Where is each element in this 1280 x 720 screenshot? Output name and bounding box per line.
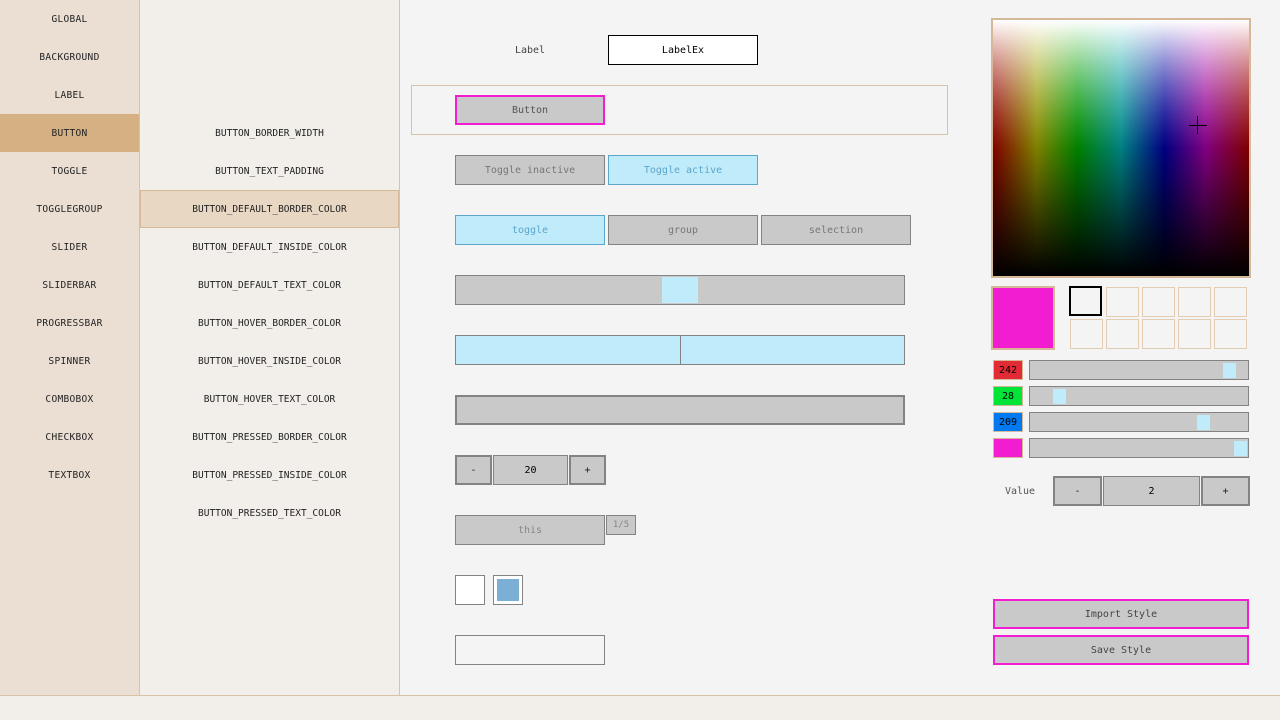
color-swatch[interactable] xyxy=(1069,286,1102,316)
property-item[interactable]: BUTTON_HOVER_INSIDE_COLOR xyxy=(198,355,341,367)
toggle-active[interactable]: Toggle active xyxy=(608,155,758,185)
checkbox-checked[interactable] xyxy=(493,575,523,605)
textbox[interactable] xyxy=(455,635,605,665)
slider-thumb[interactable] xyxy=(1234,441,1247,456)
color-swatch[interactable] xyxy=(1106,287,1139,317)
labelex: LabelEx xyxy=(608,35,758,65)
value-field[interactable]: 2 xyxy=(1103,476,1200,506)
color-swatch[interactable] xyxy=(1106,319,1139,349)
combobox-counter[interactable]: 1/5 xyxy=(606,515,636,535)
color-swatch[interactable] xyxy=(1178,319,1211,349)
togglegroup-toggle[interactable]: toggle xyxy=(455,215,605,245)
control-item-sliderbar[interactable]: SLIDERBAR xyxy=(42,279,97,291)
property-item[interactable]: BUTTON_HOVER_TEXT_COLOR xyxy=(203,393,336,405)
status-bar xyxy=(0,695,1280,720)
control-item-slider[interactable]: SLIDER xyxy=(51,241,88,253)
blue-value: 209 xyxy=(993,412,1023,432)
color-picker[interactable] xyxy=(991,18,1251,278)
value-plus[interactable]: + xyxy=(1201,476,1250,506)
property-item[interactable]: BUTTON_HOVER_BORDER_COLOR xyxy=(198,317,341,329)
label: Label xyxy=(514,44,546,56)
control-item-toggle[interactable]: TOGGLE xyxy=(51,165,88,177)
property-item[interactable]: BUTTON_DEFAULT_BORDER_COLOR xyxy=(140,190,399,228)
spinner-plus[interactable]: + xyxy=(569,455,606,485)
green-value: 28 xyxy=(993,386,1023,406)
property-item[interactable]: BUTTON_DEFAULT_INSIDE_COLOR xyxy=(192,241,347,253)
property-item[interactable]: BUTTON_PRESSED_INSIDE_COLOR xyxy=(192,469,347,481)
green-slider[interactable] xyxy=(1029,386,1249,406)
property-item[interactable]: BUTTON_PRESSED_TEXT_COLOR xyxy=(198,507,341,519)
property-item[interactable]: BUTTON_DEFAULT_TEXT_COLOR xyxy=(198,279,341,291)
property-item[interactable]: BUTTON_TEXT_PADDING xyxy=(215,165,324,177)
red-slider[interactable] xyxy=(1029,360,1249,380)
control-item-button[interactable]: BUTTON xyxy=(0,114,139,152)
slider-thumb[interactable] xyxy=(1197,415,1210,430)
property-item[interactable]: BUTTON_BORDER_WIDTH xyxy=(215,127,324,139)
control-item-togglegroup[interactable]: TOGGLEGROUP xyxy=(36,203,103,215)
check-mark-icon xyxy=(497,579,519,601)
properties-list: BUTTON_BORDER_WIDTH BUTTON_TEXT_PADDING BU… xyxy=(140,0,400,695)
toggle-inactive[interactable]: Toggle inactive xyxy=(455,155,605,185)
property-item[interactable]: BUTTON_PRESSED_BORDER_COLOR xyxy=(192,431,347,443)
controls-sidebar: GLOBAL BACKGROUND LABEL BUTTON TOGGLE TOGGLEG… xyxy=(0,0,140,695)
color-swatch[interactable] xyxy=(1214,319,1247,349)
combobox[interactable]: this xyxy=(455,515,605,545)
value-minus[interactable]: - xyxy=(1053,476,1102,506)
control-item-background[interactable]: BACKGROUND xyxy=(39,51,100,63)
control-item-progressbar[interactable]: PROGRESSBAR xyxy=(36,317,103,329)
sliderbar[interactable] xyxy=(455,335,905,365)
color-swatch[interactable] xyxy=(1142,319,1175,349)
value-label: Value xyxy=(1004,485,1036,497)
slider-thumb[interactable] xyxy=(1223,363,1236,378)
color-swatch[interactable] xyxy=(1142,287,1175,317)
save-style-button[interactable]: Save Style xyxy=(993,635,1249,665)
crosshair-icon-h xyxy=(1189,125,1207,126)
control-item-checkbox[interactable]: CHECKBOX xyxy=(45,431,94,443)
current-color-preview xyxy=(991,286,1055,350)
preview-panel: Label LabelEx Button Toggle inactive Tog… xyxy=(400,0,960,695)
selected-row-highlight xyxy=(411,85,948,135)
spinner-value[interactable]: 20 xyxy=(493,455,568,485)
sliderbar-divider xyxy=(680,336,681,364)
blue-slider[interactable] xyxy=(1029,412,1249,432)
alpha-slider[interactable] xyxy=(1029,438,1249,458)
progressbar xyxy=(455,395,905,425)
slider-thumb[interactable] xyxy=(662,277,698,303)
togglegroup-selection[interactable]: selection xyxy=(761,215,911,245)
color-swatch[interactable] xyxy=(1178,287,1211,317)
control-item-global[interactable]: GLOBAL xyxy=(51,13,88,25)
spinner-minus[interactable]: - xyxy=(455,455,492,485)
import-style-button[interactable]: Import Style xyxy=(993,599,1249,629)
slider[interactable] xyxy=(455,275,905,305)
color-swatch[interactable] xyxy=(1214,287,1247,317)
control-item-textbox[interactable]: TEXTBOX xyxy=(48,469,91,481)
control-item-combobox[interactable]: COMBOBOX xyxy=(45,393,94,405)
slider-thumb[interactable] xyxy=(1053,389,1066,404)
checkbox-unchecked[interactable] xyxy=(455,575,485,605)
color-swatch[interactable] xyxy=(1070,319,1103,349)
control-item-label[interactable]: LABEL xyxy=(54,89,85,101)
red-value: 242 xyxy=(993,360,1023,380)
control-item-spinner[interactable]: SPINNER xyxy=(48,355,91,367)
alpha-color xyxy=(993,438,1023,458)
preview-button[interactable]: Button xyxy=(455,95,605,125)
togglegroup-group[interactable]: group xyxy=(608,215,758,245)
